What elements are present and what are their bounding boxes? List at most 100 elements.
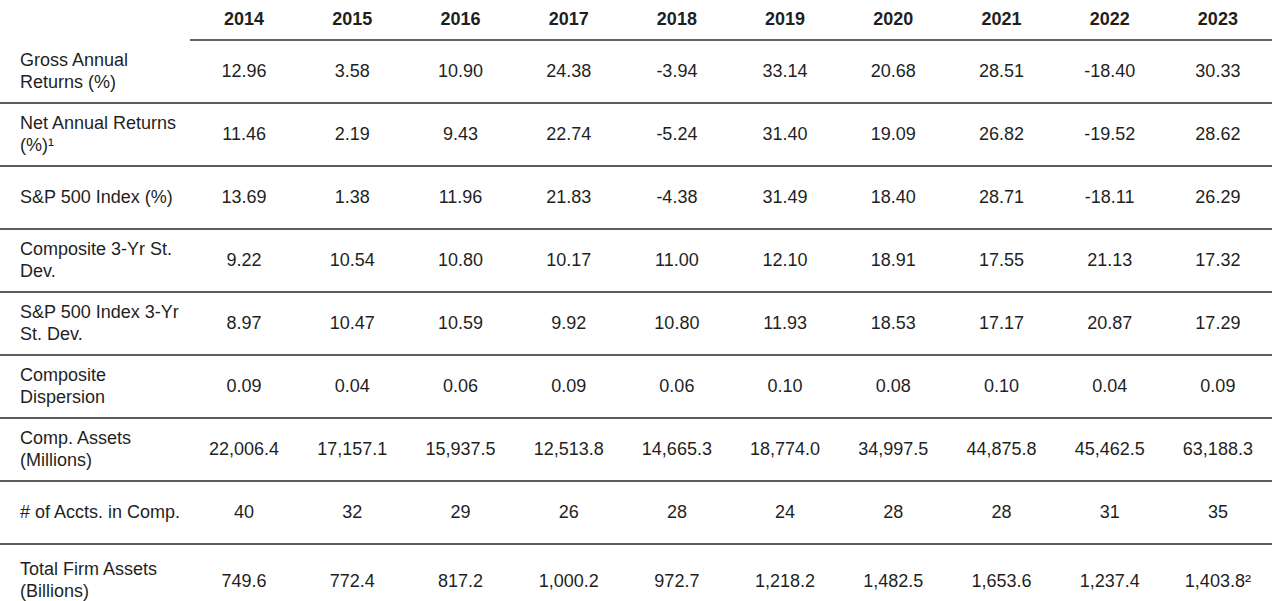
value-cell: 2.19: [298, 104, 406, 165]
value-cell: 8.97: [190, 293, 298, 354]
value-cell: 28.71: [947, 167, 1055, 228]
column-header: 2019: [731, 0, 839, 41]
value-cell: 11.46: [190, 104, 298, 165]
column-header: 2016: [406, 0, 514, 41]
value-cell: 972.7: [623, 545, 731, 601]
value-cell: 1,000.2: [515, 545, 623, 601]
row-label: Composite Dispersion: [0, 356, 190, 417]
value-cell: -18.11: [1056, 167, 1164, 228]
row-label: Comp. Assets (Millions): [0, 419, 190, 480]
performance-table: 2014201520162017201820192020202120222023…: [0, 0, 1272, 601]
value-cell: 28.62: [1164, 104, 1272, 165]
value-cell: 11.96: [406, 167, 514, 228]
value-cell: 10.59: [406, 293, 514, 354]
value-cell: 0.06: [623, 356, 731, 417]
value-cell: 63,188.3: [1164, 419, 1272, 480]
value-cell: 45,462.5: [1056, 419, 1164, 480]
value-cell: 1,237.4: [1056, 545, 1164, 601]
column-header: 2021: [947, 0, 1055, 41]
table-row: Gross Annual Returns (%)12.963.5810.9024…: [0, 41, 1272, 104]
value-cell: 0.04: [298, 356, 406, 417]
value-cell: 31.49: [731, 167, 839, 228]
value-cell: 3.58: [298, 41, 406, 102]
value-cell: 10.54: [298, 230, 406, 291]
value-cell: 26: [515, 482, 623, 543]
value-cell: -4.38: [623, 167, 731, 228]
value-cell: 13.69: [190, 167, 298, 228]
header-row: 2014201520162017201820192020202120222023: [0, 0, 1272, 41]
value-cell: 28.51: [947, 41, 1055, 102]
value-cell: 10.17: [515, 230, 623, 291]
value-cell: 14,665.3: [623, 419, 731, 480]
value-cell: 18.40: [839, 167, 947, 228]
value-cell: 22.74: [515, 104, 623, 165]
value-cell: 28: [947, 482, 1055, 543]
value-cell: 0.09: [190, 356, 298, 417]
value-cell: 11.00: [623, 230, 731, 291]
value-cell: 30.33: [1164, 41, 1272, 102]
value-cell: 26.82: [947, 104, 1055, 165]
column-header: 2020: [839, 0, 947, 41]
value-cell: 772.4: [298, 545, 406, 601]
value-cell: 28: [623, 482, 731, 543]
value-cell: 35: [1164, 482, 1272, 543]
value-cell: -3.94: [623, 41, 731, 102]
value-cell: 33.14: [731, 41, 839, 102]
value-cell: 34,997.5: [839, 419, 947, 480]
value-cell: 20.87: [1056, 293, 1164, 354]
value-cell: 20.68: [839, 41, 947, 102]
value-cell: 32: [298, 482, 406, 543]
value-cell: 1.38: [298, 167, 406, 228]
value-cell: 17.29: [1164, 293, 1272, 354]
value-cell: 10.47: [298, 293, 406, 354]
value-cell: 21.83: [515, 167, 623, 228]
value-cell: 17,157.1: [298, 419, 406, 480]
value-cell: 0.08: [839, 356, 947, 417]
value-cell: 18.53: [839, 293, 947, 354]
value-cell: 749.6: [190, 545, 298, 601]
table-row: Composite 3-Yr St. Dev.9.2210.5410.8010.…: [0, 230, 1272, 293]
value-cell: 24: [731, 482, 839, 543]
corner-cell: [0, 0, 190, 41]
value-cell: 22,006.4: [190, 419, 298, 480]
column-header: 2018: [623, 0, 731, 41]
value-cell: 10.80: [406, 230, 514, 291]
value-cell: 9.22: [190, 230, 298, 291]
row-label: Net Annual Returns (%)¹: [0, 104, 190, 165]
table-row: # of Accts. in Comp.40322926282428283135: [0, 482, 1272, 545]
value-cell: 9.43: [406, 104, 514, 165]
table-row: Comp. Assets (Millions)22,006.417,157.11…: [0, 419, 1272, 482]
row-label: Total Firm Assets (Billions): [0, 545, 190, 601]
value-cell: 44,875.8: [947, 419, 1055, 480]
value-cell: 817.2: [406, 545, 514, 601]
value-cell: 10.80: [623, 293, 731, 354]
value-cell: 9.92: [515, 293, 623, 354]
column-header: 2017: [515, 0, 623, 41]
value-cell: 0.10: [731, 356, 839, 417]
value-cell: -18.40: [1056, 41, 1164, 102]
value-cell: 11.93: [731, 293, 839, 354]
value-cell: 24.38: [515, 41, 623, 102]
value-cell: 15,937.5: [406, 419, 514, 480]
value-cell: 28: [839, 482, 947, 543]
value-cell: 21.13: [1056, 230, 1164, 291]
value-cell: 12.10: [731, 230, 839, 291]
value-cell: 17.32: [1164, 230, 1272, 291]
value-cell: 12,513.8: [515, 419, 623, 480]
value-cell: 0.10: [947, 356, 1055, 417]
value-cell: 0.06: [406, 356, 514, 417]
row-label: S&P 500 Index 3-Yr St. Dev.: [0, 293, 190, 354]
value-cell: 1,653.6: [947, 545, 1055, 601]
value-cell: -5.24: [623, 104, 731, 165]
column-header: 2022: [1056, 0, 1164, 41]
value-cell: 17.17: [947, 293, 1055, 354]
value-cell: 0.09: [1164, 356, 1272, 417]
value-cell: 17.55: [947, 230, 1055, 291]
value-cell: 1,403.8²: [1164, 545, 1272, 601]
value-cell: 10.90: [406, 41, 514, 102]
value-cell: -19.52: [1056, 104, 1164, 165]
value-cell: 18.91: [839, 230, 947, 291]
value-cell: 40: [190, 482, 298, 543]
value-cell: 26.29: [1164, 167, 1272, 228]
value-cell: 31: [1056, 482, 1164, 543]
